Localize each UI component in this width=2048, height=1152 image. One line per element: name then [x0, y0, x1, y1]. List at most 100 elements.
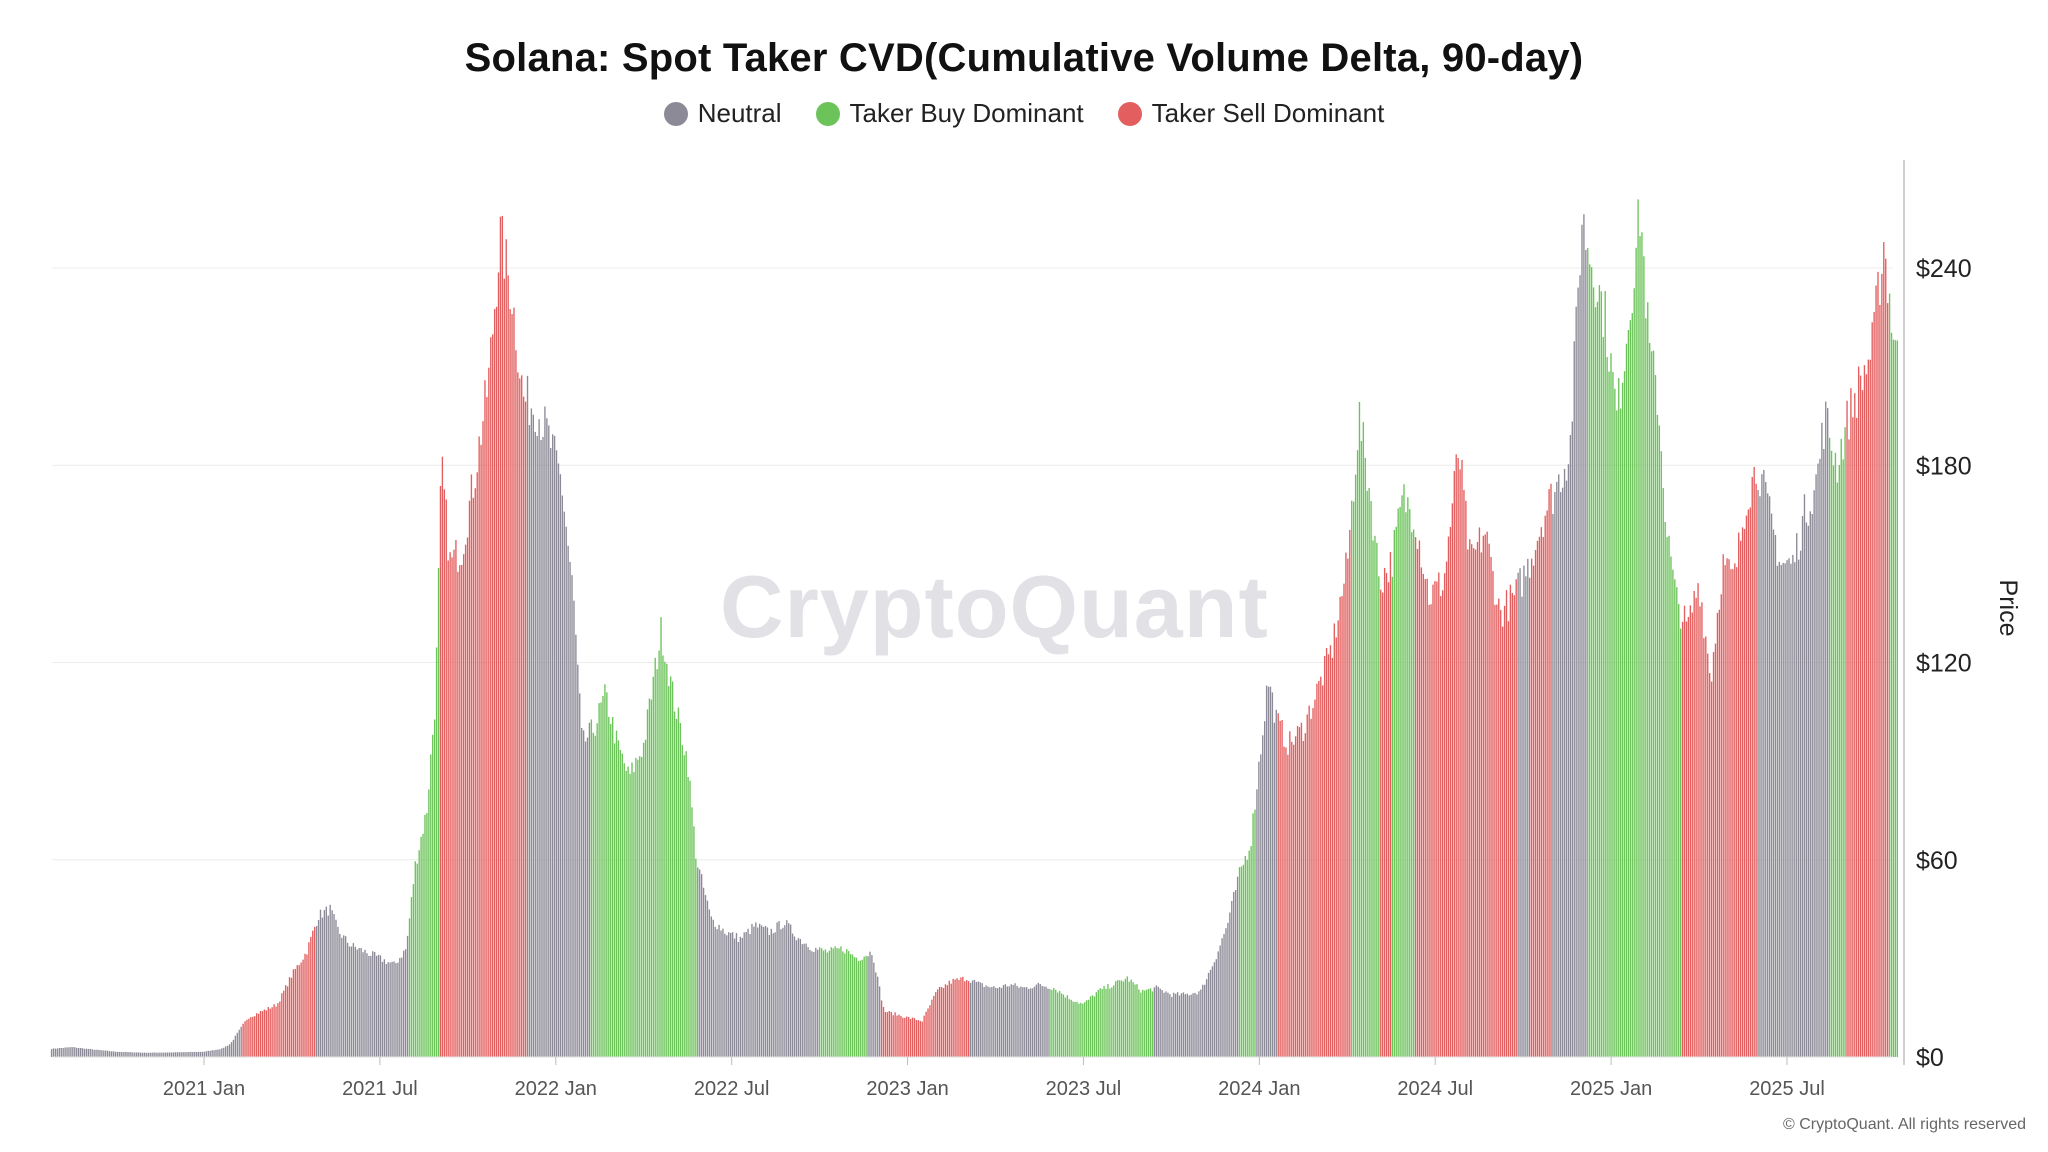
bar [1836, 482, 1839, 1058]
bar [1774, 535, 1777, 1057]
bar [1540, 527, 1543, 1057]
bar [174, 1052, 177, 1057]
bar [445, 499, 447, 1057]
bar [640, 756, 643, 1057]
bar [1656, 414, 1659, 1057]
bar [484, 380, 486, 1057]
legend-item-taker-sell[interactable]: Taker Sell Dominant [1117, 98, 1384, 129]
bar [74, 1047, 76, 1057]
bar [373, 952, 376, 1057]
bar [1536, 540, 1539, 1057]
bar [904, 1017, 906, 1057]
bar [948, 980, 950, 1057]
bar [1501, 626, 1504, 1057]
bar [741, 937, 743, 1057]
bar [1554, 492, 1556, 1057]
bar [188, 1052, 190, 1057]
bar [1107, 984, 1109, 1057]
bar [1614, 388, 1616, 1057]
bar [1281, 719, 1283, 1057]
bar [1053, 988, 1055, 1057]
bar [329, 904, 331, 1057]
bar [372, 951, 374, 1057]
bar [747, 928, 749, 1057]
bar [1695, 597, 1697, 1057]
bar [1016, 985, 1018, 1057]
bar [695, 858, 697, 1057]
bar [1037, 982, 1039, 1057]
bar [1817, 463, 1819, 1058]
bar [1430, 604, 1432, 1057]
watermark: CryptoQuant [720, 557, 1269, 656]
bar [584, 741, 587, 1057]
bar [1598, 285, 1601, 1057]
bar [1441, 590, 1444, 1057]
bar [1846, 400, 1848, 1057]
bar [1494, 604, 1496, 1057]
bar [937, 989, 939, 1057]
bar [1792, 554, 1794, 1057]
bar [971, 980, 974, 1057]
bar [1602, 336, 1604, 1057]
bar [391, 961, 393, 1057]
bar [116, 1051, 119, 1057]
bar [1672, 569, 1674, 1057]
bar [1736, 567, 1738, 1057]
bar [1786, 560, 1788, 1057]
bar [1155, 985, 1157, 1057]
bar [236, 1032, 238, 1057]
legend-item-taker-buy[interactable]: Taker Buy Dominant [815, 98, 1084, 129]
bar [1776, 565, 1779, 1057]
bar [1565, 480, 1568, 1058]
bar [1343, 583, 1345, 1057]
bar [368, 955, 370, 1057]
bar [1641, 232, 1643, 1057]
bar [915, 1020, 918, 1057]
bar [1202, 984, 1204, 1057]
bar [1654, 375, 1657, 1058]
bar [1877, 271, 1879, 1057]
bar [79, 1047, 82, 1057]
bar [414, 861, 416, 1057]
bar [1374, 535, 1376, 1057]
bar [153, 1052, 155, 1057]
bar [788, 923, 790, 1057]
bar [528, 425, 531, 1057]
bar [1838, 464, 1840, 1057]
bar [1825, 401, 1827, 1057]
bar [1687, 617, 1690, 1057]
bar [704, 895, 707, 1057]
bar [126, 1052, 128, 1057]
bar [1277, 713, 1279, 1057]
bar [170, 1052, 173, 1057]
bar [1476, 541, 1479, 1057]
bar [759, 923, 761, 1057]
bar [1258, 761, 1260, 1057]
legend-item-neutral[interactable]: Neutral [663, 98, 782, 129]
bar [1080, 1002, 1082, 1057]
bar [1488, 543, 1490, 1057]
bar [1279, 720, 1281, 1057]
bar [383, 959, 386, 1057]
bar [693, 826, 695, 1057]
bar [1668, 535, 1670, 1057]
bar [1813, 490, 1815, 1057]
bar [441, 456, 444, 1057]
bar [439, 486, 442, 1057]
bar [1647, 302, 1649, 1057]
bar [403, 950, 405, 1057]
bar [1761, 474, 1763, 1058]
bar [1314, 699, 1316, 1057]
bar [1863, 365, 1866, 1057]
bar [1718, 609, 1721, 1057]
bar [625, 770, 627, 1057]
bar [1008, 986, 1010, 1057]
bar [1115, 981, 1117, 1057]
bar [815, 947, 817, 1057]
bar [1219, 945, 1221, 1057]
bar [1453, 471, 1455, 1057]
bar [1459, 469, 1461, 1057]
bar [753, 926, 755, 1057]
bar [1457, 457, 1459, 1058]
